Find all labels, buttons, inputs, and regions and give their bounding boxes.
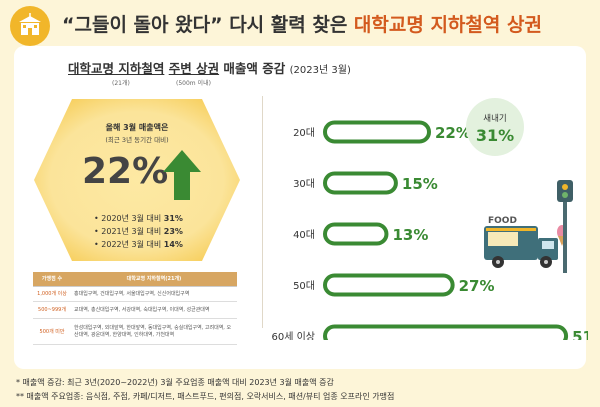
bar <box>323 324 569 340</box>
bar <box>323 222 389 246</box>
table-cell-group: 500~999개 <box>33 301 71 319</box>
chart-title: 대학교명 지하철역 주변 상권 매출액 증감 (2023년 3월) <box>68 61 351 76</box>
value-label: 13% <box>392 226 428 244</box>
category-label: 60세 이상 <box>271 331 315 340</box>
comparison-2021: • 2021년 3월 대비 23% <box>94 227 183 236</box>
table-cell-stations: 홍대입구역, 건대입구역, 서울대입구역, 신신어대입구역 <box>71 286 237 302</box>
chart-title-note-count: (21개) <box>112 80 130 87</box>
table-row: 1,000개 이상 홍대입구역, 건대입구역, 서울대입구역, 신신어대입구역 <box>33 286 237 302</box>
summary-intro-sub: (최근 3년 동기간 대비) <box>105 136 169 144</box>
table-cell-group: 1,000개 이상 <box>33 286 71 302</box>
up-arrow-icon <box>163 150 201 200</box>
value-label: 27% <box>459 277 495 295</box>
traffic-light-icon <box>557 180 573 273</box>
comparison-2020: • 2020년 3월 대비 31% <box>94 214 183 223</box>
comparison-2022: • 2022년 3월 대비 14% <box>94 240 183 249</box>
bar <box>323 171 398 195</box>
category-label: 20대 <box>293 127 315 139</box>
truck-sign: FOOD <box>488 216 517 226</box>
footnote: ** 매출액 주요업종: 음식점, 주점, 카페/디저트, 패스트푸드, 편의점… <box>16 392 395 401</box>
bar <box>323 273 455 297</box>
summary-hexagon <box>34 99 240 261</box>
footnotes: * 매출액 증감: 최근 3년(2020~2022년) 3월 주요업종 매출액 … <box>16 376 394 404</box>
table-cell-group: 500개 미만 <box>33 318 71 345</box>
page-title: “그들이 돌아 왔다” 다시 활력 찾은 대학교명 지하철역 상권 <box>62 14 542 36</box>
category-label: 50대 <box>293 280 315 292</box>
value-label: 51% <box>572 328 588 340</box>
table-header: 대학교명 지하철역(21개) <box>71 272 237 287</box>
value-label: 22% <box>435 124 471 142</box>
bar <box>323 120 431 144</box>
footnote: * 매출액 증감: 최근 3년(2020~2022년) 3월 주요업종 매출액 … <box>16 378 334 387</box>
value-label: 15% <box>402 175 438 193</box>
chart-title-note-radius: (500m 이내) <box>176 80 211 87</box>
bubble-value: 31% <box>475 126 515 145</box>
bubble-label: 새내기 <box>483 114 507 124</box>
summary-intro: 올해 3월 매출액은 <box>105 123 169 132</box>
axis-line <box>262 96 263 328</box>
category-label: 30대 <box>293 178 315 190</box>
table-cell-stations: 한성대입구역, 외대앞역, 한대앞역, 동대입구역, 숭실대입구역, 고려대역,… <box>71 318 237 345</box>
table-row: 500개 미만 한성대입구역, 외대앞역, 한대앞역, 동대입구역, 숭실대입구… <box>33 318 237 345</box>
header: “그들이 돌아 왔다” 다시 활력 찾은 대학교명 지하철역 상권 <box>0 0 600 46</box>
table-cell-stations: 교대역, 총신대입구역, 서강대역, 숙대입구역, 이대역, 성균관대역 <box>71 301 237 319</box>
summary-percent: 22% <box>82 151 169 192</box>
school-icon <box>10 6 50 46</box>
category-label: 40대 <box>293 229 315 241</box>
station-table: 가맹점 수 대학교명 지하철역(21개) 1,000개 이상 홍대입구역, 건대… <box>33 272 237 345</box>
table-header-row: 가맹점 수 대학교명 지하철역(21개) <box>33 272 237 287</box>
freshman-bubble: 새내기 31% <box>466 98 524 156</box>
food-truck-illustration: FOOD <box>484 216 567 268</box>
table-row: 500~999개 교대역, 총신대입구역, 서강대역, 숙대입구역, 이대역, … <box>33 301 237 319</box>
table-header: 가맹점 수 <box>33 272 71 287</box>
age-bar-chart: 20대 22% 30대 15% 40대 13% 50대 27% 60세 이상 51% <box>271 120 588 340</box>
